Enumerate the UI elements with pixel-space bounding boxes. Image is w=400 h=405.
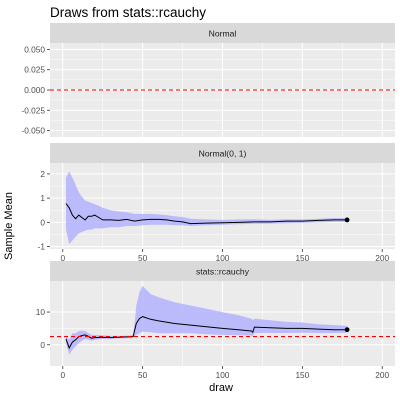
y-tick-label: 0.025 xyxy=(24,65,45,75)
y-tick-label: 0.050 xyxy=(24,44,45,54)
final-point xyxy=(344,217,350,223)
facet-panel: Normal(0, 1) -1 0 1 2 0 50 100 150 200 xyxy=(38,143,395,263)
x-tick-label: 50 xyxy=(138,253,148,263)
chart-title: Draws from stats::rcauchy xyxy=(50,5,206,20)
x-tick-label: 150 xyxy=(295,253,309,263)
panels-layer: Normal -0.050 -0.025 0.000 0.025 0.050 Normal(… xyxy=(21,23,395,380)
x-tick-label: 200 xyxy=(375,370,389,380)
facet-strip xyxy=(50,261,395,281)
y-tick-label: -0.025 xyxy=(21,105,45,115)
facet-strip xyxy=(50,143,395,163)
x-tick-label: 50 xyxy=(138,370,148,380)
y-tick-label: 10 xyxy=(36,307,46,317)
y-tick-label: 2 xyxy=(40,169,45,179)
x-tick-label: 200 xyxy=(375,253,389,263)
confidence-ribbon xyxy=(66,285,348,355)
x-tick-label: 0 xyxy=(60,253,65,263)
x-tick-label: 0 xyxy=(60,370,65,380)
x-axis-title: draw xyxy=(209,382,233,394)
facet-panel: Normal -0.050 -0.025 0.000 0.025 0.050 xyxy=(21,23,395,137)
y-tick-label: -0.050 xyxy=(21,126,45,136)
sample-mean-line xyxy=(65,203,348,225)
x-tick-label: 100 xyxy=(216,370,230,380)
facet-strip-label: Normal(0, 1) xyxy=(199,149,247,159)
sample-mean-line xyxy=(65,316,348,350)
facet-strip-label: Normal xyxy=(209,29,237,39)
facet-strip xyxy=(50,23,395,43)
y-tick-label: 0 xyxy=(40,217,45,227)
facet-strip-label: stats::rcauchy xyxy=(196,267,250,277)
y-axis-title: Sample Mean xyxy=(3,192,15,260)
final-point xyxy=(344,327,350,333)
y-tick-label: -1 xyxy=(38,242,46,252)
x-tick-label: 100 xyxy=(216,253,230,263)
y-tick-label: 0.000 xyxy=(24,85,45,95)
x-tick-label: 150 xyxy=(295,370,309,380)
y-tick-label: 0 xyxy=(40,340,45,350)
y-tick-label: 1 xyxy=(40,193,45,203)
